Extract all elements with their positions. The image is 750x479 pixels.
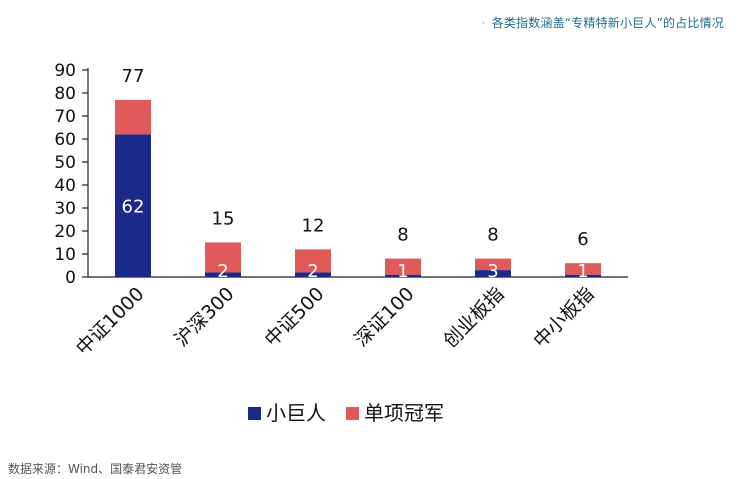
bar-total-label: 6 [577, 229, 588, 250]
bar-inner-label: 1 [397, 261, 408, 282]
bar-inner-label: 3 [487, 261, 498, 282]
bar-segment-xiaojuren [475, 270, 511, 277]
bar-segment-xiaojuren [295, 272, 331, 277]
y-tick-label: 60 [54, 130, 76, 150]
x-category-label: 深证100 [350, 283, 418, 351]
bar-segment-xiaojuren [385, 274, 421, 277]
legend-swatch-xiaojuren [248, 407, 261, 420]
bar-inner-label: 2 [307, 261, 318, 282]
chart-caption: · 各类指数涵盖“专精特新小巨人”的占比情况 [482, 14, 724, 31]
x-category-label: 中证1000 [72, 283, 149, 360]
y-tick-label: 80 [54, 84, 76, 104]
bar-segment-danxiangguanjun [115, 99, 151, 135]
data-source-note: 数据来源：Wind、国泰君安资管 [8, 462, 183, 476]
bar-total-label: 77 [122, 66, 145, 87]
y-tick-label: 50 [54, 153, 76, 173]
x-category-label: 沪深300 [170, 283, 238, 351]
bar-segment-danxiangguanjun [295, 249, 331, 273]
y-tick-label: 30 [54, 199, 76, 219]
bar-total-label: 8 [487, 225, 498, 246]
bar-segment-danxiangguanjun [205, 242, 241, 273]
y-tick-label: 20 [54, 222, 76, 242]
bar-total-label: 8 [397, 225, 408, 246]
y-tick-label: 10 [54, 245, 76, 265]
x-category-label: 中小板指 [529, 283, 598, 352]
caption-dot-icon: · [481, 16, 486, 30]
bar-segment-xiaojuren [565, 274, 601, 277]
bar-segment-xiaojuren [205, 272, 241, 277]
caption-text: 各类指数涵盖“专精特新小巨人”的占比情况 [491, 16, 724, 30]
y-tick-label: 0 [65, 268, 76, 288]
y-tick-label: 40 [54, 176, 76, 196]
bar-segment-danxiangguanjun [475, 258, 511, 271]
x-category-label: 中证500 [260, 283, 328, 351]
y-tick-label: 90 [54, 61, 76, 81]
bar-inner-label: 2 [217, 261, 228, 282]
bar-segment-danxiangguanjun [565, 263, 601, 275]
y-tick-label: 70 [54, 107, 76, 127]
legend-label: 小巨人 [266, 401, 326, 425]
bar-total-label: 15 [212, 209, 235, 230]
bar-total-label: 12 [302, 215, 325, 236]
bar-segment-xiaojuren [115, 134, 151, 277]
legend-swatch-danxiangguanjun [346, 407, 359, 420]
bar-segment-danxiangguanjun [385, 258, 421, 275]
x-category-label: 创业板指 [439, 283, 508, 352]
bar-inner-label: 1 [577, 261, 588, 282]
bar-inner-label: 62 [122, 197, 145, 218]
legend-label: 单项冠军 [364, 401, 444, 425]
